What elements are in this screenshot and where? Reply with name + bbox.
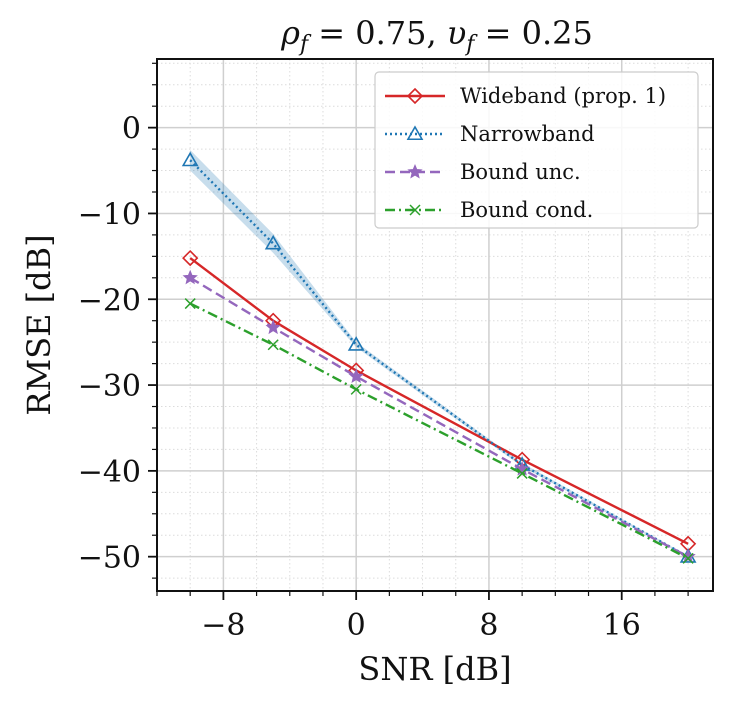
bound-cond-marker [516,467,528,479]
narrowband-marker [347,336,365,351]
legend-label-wideband-prop-1: Wideband (prop. 1) [460,84,666,108]
y-axis-label: RMSE [dB] [20,234,58,415]
legend-marker-bound-cond [409,204,421,216]
legend-label-bound-unc: Bound unc. [460,160,581,184]
x-tick-label: 8 [479,608,498,643]
title-upsilon-value: = 0.25 [474,14,592,52]
title-upsilon: υ [447,14,466,52]
narrowband-marker [181,151,199,167]
x-axis-label: SNR [dB] [358,650,511,688]
ticks: −8 0 8 16 0 −10 −20 −30 −40 −50 [78,62,689,643]
y-tick-label: −30 [78,369,141,404]
legend-label-narrowband: Narrowband [460,122,595,146]
bound-unc-line [189,276,689,558]
title-rho: ρ [280,14,300,52]
wideband-prop-1-marker [182,249,199,267]
wideband-prop-1-line [189,257,689,545]
bound-unc-marker [265,319,281,335]
legend-box [374,71,699,229]
bound-cond-marker [350,383,362,395]
title-rho-value: = 0.75, [308,14,447,52]
y-tick-label: −20 [78,283,141,318]
narrowband-marker [264,234,282,250]
series-bound-cond [184,298,694,564]
bound-cond-marker [267,339,279,351]
x-tick-label: 0 [347,608,366,643]
legend-marker-bound-unc [407,163,423,179]
legend-marker-narrowband [406,125,424,141]
bound-cond-marker [682,552,694,564]
plot-frame [156,58,714,592]
x-tick-label: 16 [603,608,641,643]
bound-unc-marker [348,368,364,383]
y-tick-label: 0 [122,112,141,147]
y-tick-label: −50 [78,541,141,576]
series-wideband-prop-1 [182,249,697,552]
x-tick-label: −8 [201,608,245,643]
legend-marker-wideband-prop-1 [406,87,424,105]
chart-title: ρf = 0.75, υf = 0.25 [280,14,593,57]
bound-unc-marker [182,269,198,285]
y-tick-label: −40 [78,455,141,490]
y-tick-label: −10 [78,197,141,232]
series [181,151,697,564]
legend: Wideband (prop. 1) Narrowband Bound unc. Bo… [374,71,699,229]
bound-cond-marker [184,298,196,310]
narrowband-line [189,159,689,558]
legend-label-bound-cond: Bound cond. [460,198,593,222]
